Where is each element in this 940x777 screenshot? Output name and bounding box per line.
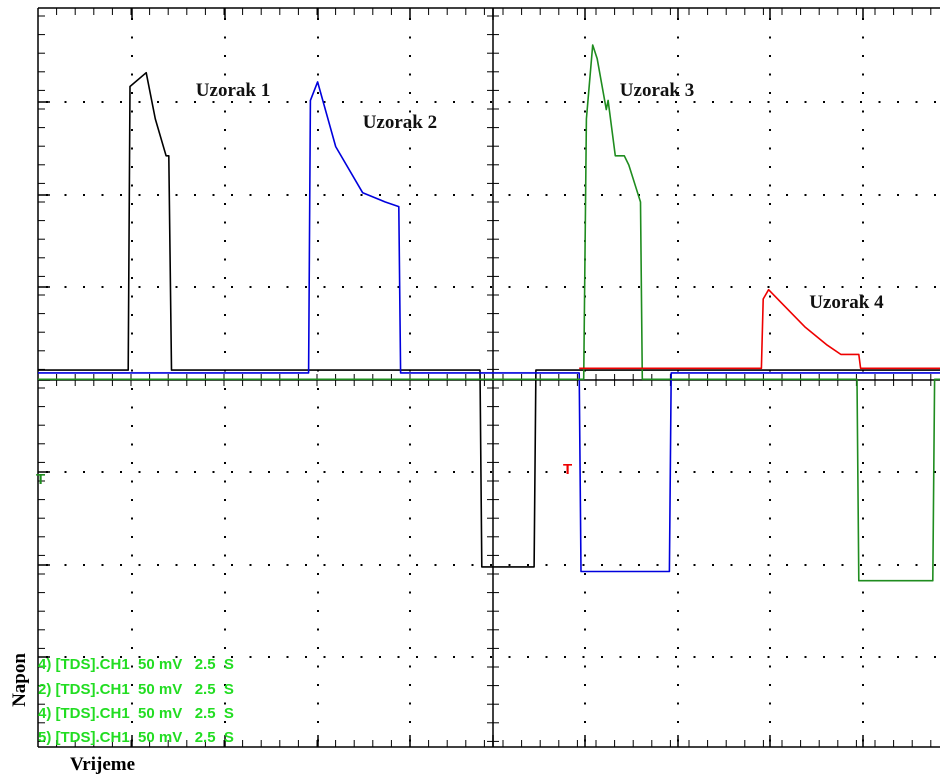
center-axes	[38, 8, 940, 747]
trace-black	[38, 71, 940, 568]
trigger-marker-right: T	[563, 461, 572, 478]
label-uzorak-3: Uzorak 3	[620, 80, 694, 101]
status-line-3: 4) [TDS].CH1 50 mV 2.5 S	[38, 705, 234, 722]
trace-blue	[38, 81, 940, 573]
label-uzorak-2: Uzorak 2	[363, 112, 437, 133]
label-uzorak-4: Uzorak 4	[809, 292, 884, 313]
grid	[37, 7, 940, 748]
status-line-4: 5) [TDS].CH1 50 mV 2.5 S	[38, 729, 234, 746]
traces	[38, 44, 940, 582]
status-line-2: 2) [TDS].CH1 50 mV 2.5 S	[38, 681, 234, 698]
x-axis-label: Vrijeme	[70, 754, 135, 775]
label-uzorak-1: Uzorak 1	[196, 80, 270, 101]
trigger-marker-left: T	[36, 471, 45, 488]
status-line-1: 4) [TDS].CH1 50 mV 2.5 S	[38, 656, 234, 673]
sample-labels: Uzorak 1 Uzorak 2 Uzorak 3 Uzorak 4	[196, 80, 884, 313]
trace-green	[38, 44, 940, 582]
trace-red	[579, 288, 940, 370]
status-lines: 4) [TDS].CH1 50 mV 2.5 S 2) [TDS].CH1 50…	[38, 656, 234, 746]
y-axis-label: Napon	[9, 653, 30, 707]
